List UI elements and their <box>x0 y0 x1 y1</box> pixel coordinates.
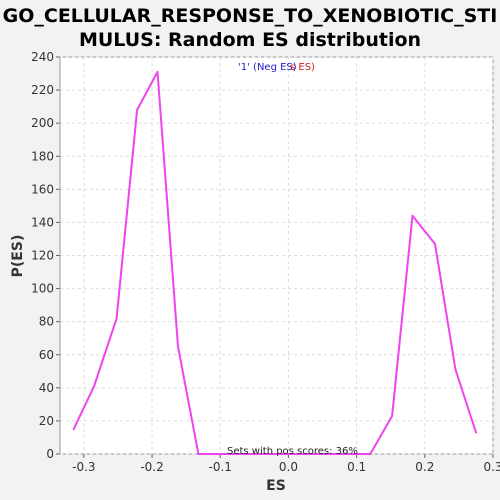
data-point <box>176 345 179 348</box>
y-tick-label: 60 <box>39 348 54 362</box>
data-point <box>156 70 159 73</box>
series-layer <box>72 70 477 455</box>
x-tick-label: 0.1 <box>347 460 366 474</box>
y-tick-label: 160 <box>31 182 54 196</box>
x-tick-label: -0.3 <box>72 460 95 474</box>
y-tick-label: 120 <box>31 249 54 263</box>
y-tick-label: 240 <box>31 50 54 64</box>
pos-scores-annotation: Sets with pos scores: 36% <box>227 446 358 457</box>
data-point <box>454 368 457 371</box>
y-tick-label: 200 <box>31 116 54 130</box>
data-point <box>391 414 394 417</box>
data-point <box>136 108 139 111</box>
y-tick-label: 20 <box>39 414 54 428</box>
y-tick-label: 100 <box>31 282 54 296</box>
data-point <box>434 242 437 245</box>
data-point <box>287 453 290 455</box>
x-tick-label: 0.0 <box>279 460 298 474</box>
data-point <box>474 431 477 434</box>
axes: 0 20 40 60 80 100 120 140 160 180 200 220 240 -0.3 -0.… <box>31 50 500 474</box>
x-tick-label: -0.2 <box>140 460 163 474</box>
chart-title-line2: MULUS: Random ES distribution <box>79 29 421 51</box>
y-tick-label: 40 <box>39 381 54 395</box>
data-point <box>219 453 222 455</box>
y-tick-label: 80 <box>39 315 54 329</box>
y-tick-label: 140 <box>31 215 54 229</box>
legend-neg-es: '1' (Neg ES) <box>238 62 297 73</box>
data-point <box>72 428 75 431</box>
data-point <box>369 453 372 455</box>
y-tick-label: 180 <box>31 149 54 163</box>
data-point <box>115 317 118 320</box>
chart-title-line1: GO_CELLULAR_RESPONSE_TO_XENOBIOTIC_STI <box>3 5 498 27</box>
data-point <box>197 453 200 455</box>
data-point <box>411 214 414 217</box>
y-tick-label: 0 <box>46 447 54 461</box>
y-axis-label: P(ES) <box>10 235 26 278</box>
legend: '1' (Neg ES) s ES) <box>238 62 315 73</box>
x-tick-label: 0.3 <box>483 460 500 474</box>
y-tick-label: 220 <box>31 83 54 97</box>
x-tick-label: -0.1 <box>209 460 232 474</box>
data-point <box>93 385 96 388</box>
x-axis-label: ES <box>266 478 286 494</box>
x-tick-label: 0.2 <box>415 460 434 474</box>
legend-pos-es: s ES) <box>290 62 315 73</box>
